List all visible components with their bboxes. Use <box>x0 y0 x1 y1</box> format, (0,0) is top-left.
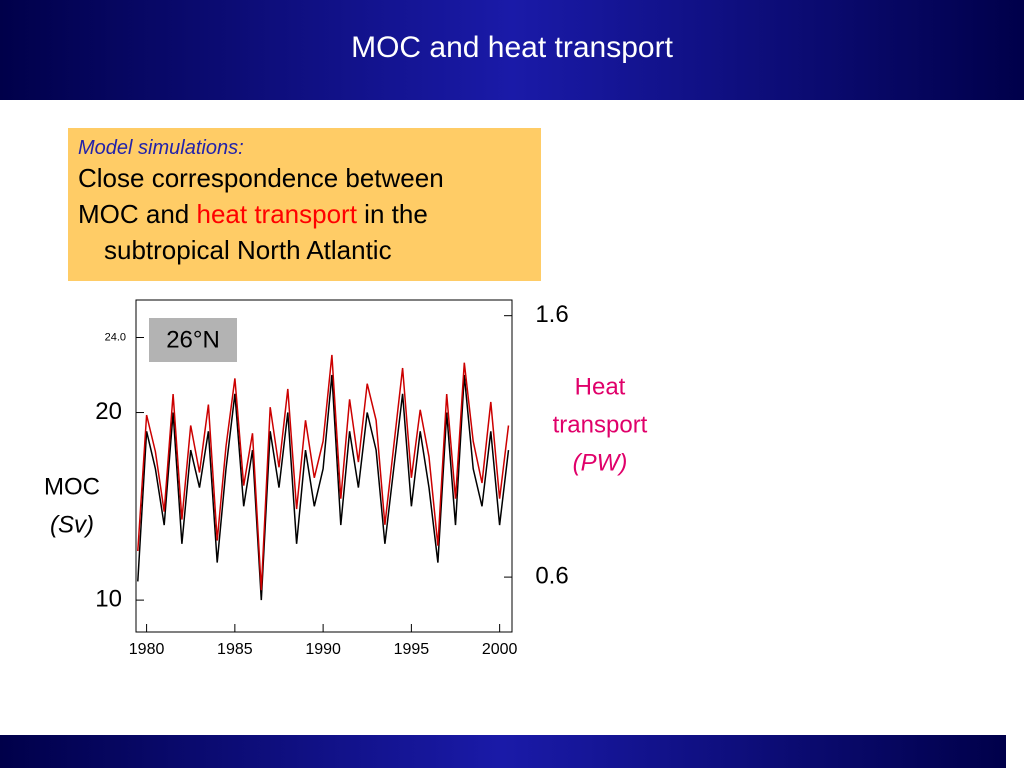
box-line: Close correspondence between <box>78 163 444 193</box>
y2-tick-label: 0.6 <box>535 562 568 589</box>
box-line: subtropical North Atlantic <box>104 235 392 265</box>
x-tick-label: 1990 <box>305 641 341 658</box>
y2-axis-label: transport <box>553 411 648 438</box>
chart: 1980 1985 1990 1995 2000 10 20 24.0 0.6 1.6 MOC (Sv… <box>44 299 648 658</box>
y2-axis-label: Heat <box>575 373 626 400</box>
text: MOC and <box>78 199 190 229</box>
x-tick-label: 1980 <box>129 641 165 658</box>
box-line: MOC and heat transport in the <box>78 196 531 232</box>
y2-tick-label: 1.6 <box>535 301 568 328</box>
slide-title: MOC and heat transport <box>351 31 673 64</box>
y-tick-label: 10 <box>95 585 122 612</box>
plot-frame <box>135 299 513 633</box>
annotation: 26°N <box>166 326 220 353</box>
annotation-box <box>149 318 237 362</box>
y-tick-label: 20 <box>95 398 122 425</box>
header: MOC and heat transport <box>0 0 1024 100</box>
series-line <box>137 354 510 591</box>
series-line <box>137 374 510 601</box>
highlight: heat transport <box>196 199 357 229</box>
y-axis-label: MOC <box>44 473 100 500</box>
x-tick-label: 1985 <box>217 641 253 658</box>
x-tick-label: 2000 <box>482 641 518 658</box>
y-axis-label: (Sv) <box>50 511 94 538</box>
text-box: Model simulations: Close correspondence … <box>68 128 541 281</box>
footer <box>0 735 1006 768</box>
box-heading: Model simulations: <box>78 137 244 159</box>
x-tick-label: 1995 <box>394 641 430 658</box>
text: in the <box>364 199 428 229</box>
y2-axis-label: (PW) <box>573 449 628 476</box>
y-tick-label: 24.0 <box>105 331 126 343</box>
